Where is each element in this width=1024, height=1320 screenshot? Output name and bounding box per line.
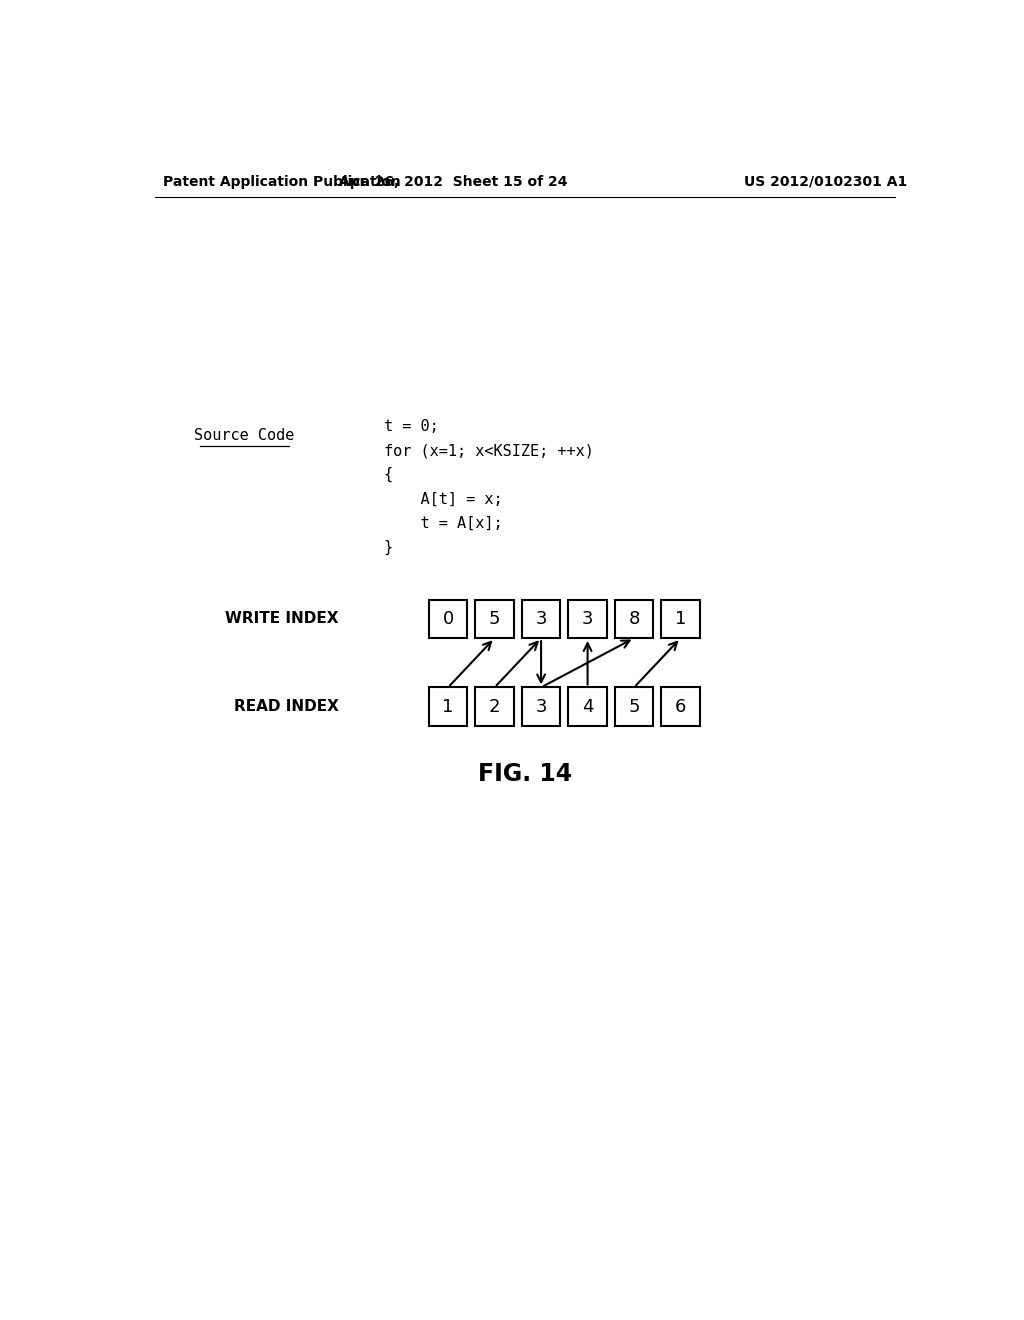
Text: 4: 4 — [582, 698, 593, 715]
Text: t = 0;: t = 0; — [384, 418, 438, 434]
Text: 3: 3 — [582, 610, 593, 628]
Text: READ INDEX: READ INDEX — [233, 700, 339, 714]
Bar — [475, 599, 514, 638]
Text: 8: 8 — [629, 610, 640, 628]
Text: Apr. 26, 2012  Sheet 15 of 24: Apr. 26, 2012 Sheet 15 of 24 — [339, 174, 567, 189]
Text: Source Code: Source Code — [195, 428, 295, 444]
Bar — [614, 688, 653, 726]
Text: 0: 0 — [442, 610, 454, 628]
Text: 1: 1 — [675, 610, 686, 628]
Bar — [614, 599, 653, 638]
Text: 5: 5 — [629, 698, 640, 715]
Text: t = A[x];: t = A[x]; — [384, 516, 503, 531]
Bar — [475, 688, 514, 726]
Bar — [521, 599, 560, 638]
Text: 6: 6 — [675, 698, 686, 715]
Text: }: } — [384, 540, 393, 556]
Bar — [429, 599, 467, 638]
Text: for (x=1; x<KSIZE; ++x): for (x=1; x<KSIZE; ++x) — [384, 444, 594, 458]
Text: 3: 3 — [536, 698, 547, 715]
Bar — [662, 599, 700, 638]
Text: US 2012/0102301 A1: US 2012/0102301 A1 — [743, 174, 907, 189]
Bar — [521, 688, 560, 726]
Text: 5: 5 — [488, 610, 501, 628]
Bar — [662, 688, 700, 726]
Text: FIG. 14: FIG. 14 — [478, 763, 571, 787]
Bar — [568, 599, 607, 638]
Text: WRITE INDEX: WRITE INDEX — [225, 611, 339, 627]
Text: {: { — [384, 467, 393, 483]
Text: 3: 3 — [536, 610, 547, 628]
Text: A[t] = x;: A[t] = x; — [384, 491, 503, 507]
Text: 2: 2 — [488, 698, 501, 715]
Text: Patent Application Publication: Patent Application Publication — [163, 174, 400, 189]
Bar — [568, 688, 607, 726]
Text: 1: 1 — [442, 698, 454, 715]
Bar — [429, 688, 467, 726]
